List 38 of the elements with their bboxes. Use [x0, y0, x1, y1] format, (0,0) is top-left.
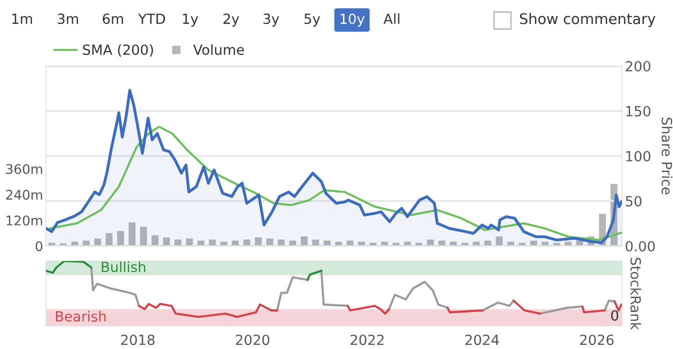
y2-tick-label: 200 [626, 60, 650, 72]
y2-tick-label: 50 [626, 196, 642, 206]
legend-label: Volume [193, 44, 244, 55]
band-label: Bullish [102, 261, 146, 272]
text: All [384, 13, 400, 24]
y-tick-label: 360m [6, 164, 42, 174]
text: 1m [12, 14, 32, 24]
bar [106, 233, 113, 246]
text: 3y [264, 14, 280, 27]
y2-tick-label: 150 [626, 106, 650, 116]
x-tick-label: 2018 [121, 334, 155, 346]
x-tick-label: 2024 [465, 334, 499, 346]
annotation: 0 [611, 310, 618, 321]
y-tick-label: 240m [6, 190, 42, 200]
bar [128, 222, 136, 246]
text: YTD [138, 14, 166, 24]
y2-tick-label: 0.00 [626, 240, 655, 252]
line-series [48, 126, 622, 242]
text: 6m [102, 14, 124, 24]
y2-axis-title: Share Price [662, 118, 672, 194]
bar [117, 231, 124, 246]
y-tick-label: 120m [6, 216, 42, 226]
text: 10y [340, 14, 365, 27]
bar [140, 226, 147, 246]
text: 3m [58, 14, 78, 24]
y-tick-label: 0 [36, 241, 42, 252]
y2-tick-label: 100 [626, 150, 650, 162]
y2-axis-title: StockRank [630, 258, 642, 330]
x-tick-label: 2026 [580, 334, 614, 346]
x-tick-label: 2020 [236, 334, 270, 346]
band-label: Bearish [56, 310, 106, 322]
x-tick-label: 2022 [350, 334, 384, 346]
text: 1y [182, 14, 198, 27]
legend-label: SMA (200) [83, 44, 153, 57]
text: 2y [223, 14, 240, 27]
bar [152, 235, 158, 246]
text: Show commentary [520, 12, 656, 28]
text: 5y [304, 14, 320, 27]
